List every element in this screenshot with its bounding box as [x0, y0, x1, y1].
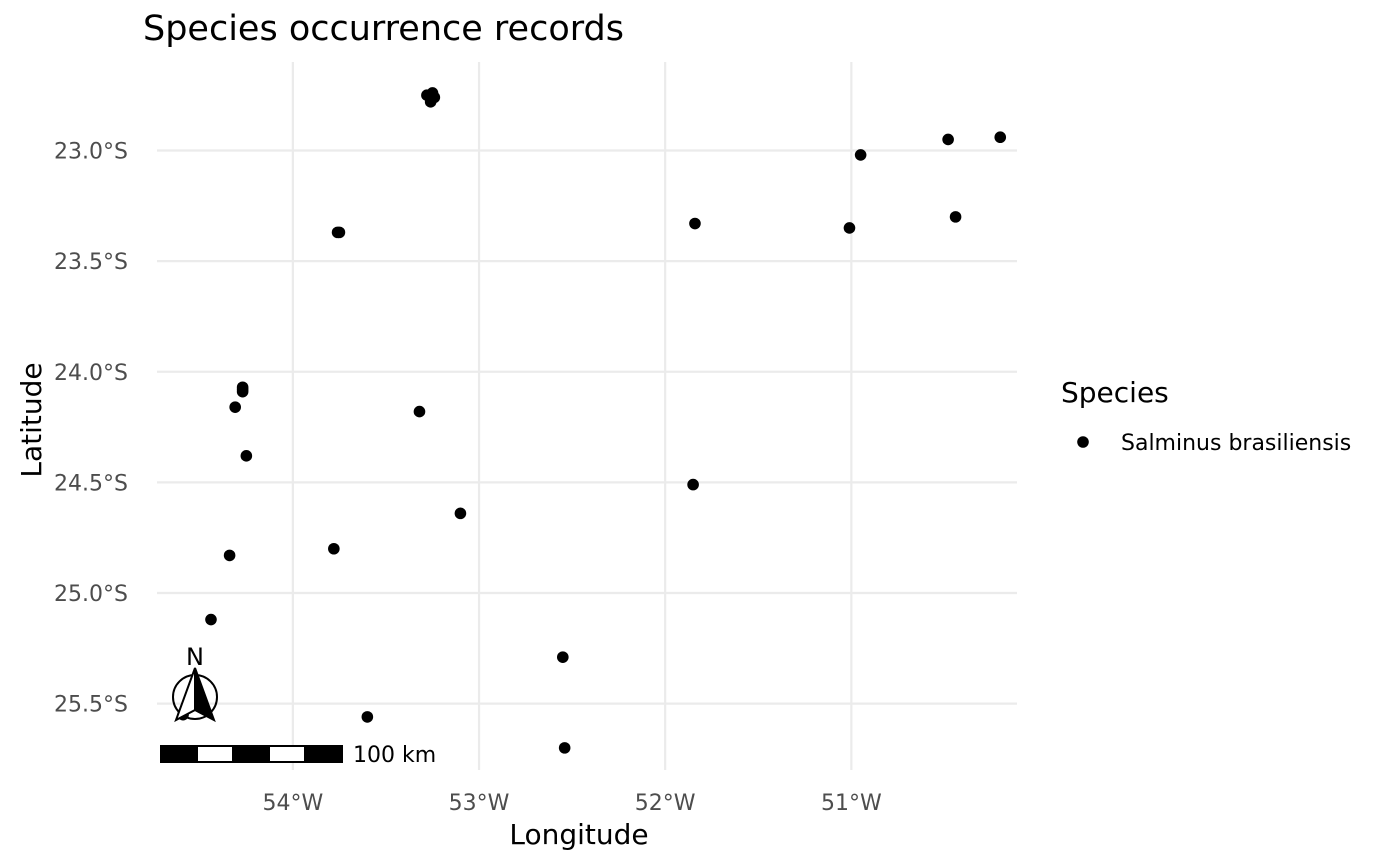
- x-tick-label: 51°W: [821, 791, 882, 816]
- occurrence-point: [424, 96, 437, 108]
- scale-bar-segment: [196, 745, 234, 763]
- occurrence-point: [413, 405, 426, 418]
- x-tick-label: 54°W: [263, 791, 324, 816]
- y-axis-title: Latitude: [15, 362, 48, 477]
- x-axis-ticks: 54°W 53°W 52°W 51°W: [263, 791, 882, 816]
- occurrence-point: [687, 478, 699, 491]
- north-arrow-right-half: [194, 667, 216, 723]
- occurrence-point: [333, 226, 346, 239]
- occurrence-point: [236, 385, 249, 398]
- y-tick-label: 23.5°S: [54, 250, 128, 275]
- occurrence-point: [240, 450, 253, 462]
- legend-entries: Salminus brasiliensis: [1077, 431, 1351, 456]
- y-axis-ticks: 23.0°S 23.5°S 24.0°S 24.5°S 25.0°S 25.5°S: [54, 140, 128, 718]
- x-tick-label: 53°W: [449, 791, 510, 816]
- y-tick-label: 24.0°S: [54, 361, 128, 386]
- scale-bar-outline: [160, 745, 343, 763]
- gridlines: [157, 62, 1017, 770]
- y-tick-label: 24.5°S: [54, 471, 128, 496]
- y-tick-label: 23.0°S: [54, 140, 128, 165]
- scale-bar: 100 km: [160, 743, 436, 768]
- y-tick-label: 25.0°S: [54, 582, 128, 607]
- occurrence-point: [229, 401, 241, 413]
- legend-label: Salminus brasiliensis: [1121, 431, 1351, 456]
- legend-key: [1077, 436, 1089, 448]
- scale-bar-segment: [161, 746, 197, 762]
- occurrence-point: [942, 133, 954, 146]
- occurrence-point: [949, 211, 962, 223]
- scale-bar-segment: [305, 746, 342, 762]
- scale-bar-segment: [268, 745, 306, 763]
- occurrence-point: [328, 542, 340, 555]
- occurrence-point: [854, 149, 867, 161]
- north-arrow: N: [172, 643, 218, 723]
- x-axis-title: Longitude: [509, 818, 648, 851]
- occurrence-point: [557, 651, 569, 663]
- scale-bar-segment: [233, 746, 269, 762]
- occurrence-point: [994, 131, 1007, 144]
- occurrence-points: [177, 87, 1007, 754]
- y-tick-label: 25.5°S: [54, 693, 128, 718]
- legend: Species Salminus brasiliensis: [1061, 376, 1351, 456]
- occurrence-point: [361, 711, 374, 723]
- legend-title: Species: [1061, 376, 1169, 409]
- chart-title: Species occurrence records: [143, 9, 624, 49]
- north-arrow-label: N: [186, 643, 204, 671]
- occurrence-point: [223, 549, 236, 562]
- occurrence-point: [843, 222, 856, 234]
- occurrence-point: [454, 507, 467, 520]
- occurrence-point: [205, 613, 217, 626]
- occurrence-point: [689, 217, 701, 230]
- x-tick-label: 52°W: [635, 791, 696, 816]
- occurrence-point: [426, 87, 439, 99]
- occurrence-point: [558, 742, 571, 754]
- scale-bar-label: 100 km: [353, 743, 436, 768]
